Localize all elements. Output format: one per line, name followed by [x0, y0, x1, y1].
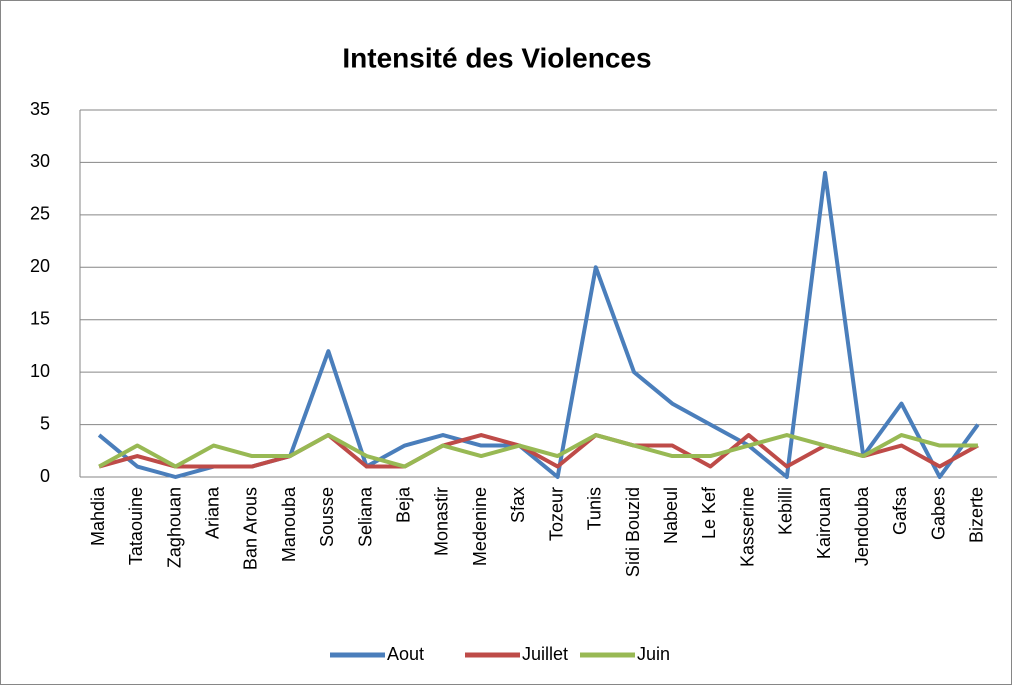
x-tick-label: Mahdia — [88, 486, 108, 546]
x-tick-label: Tataouine — [126, 487, 146, 565]
y-tick-label: 30 — [30, 151, 50, 171]
x-tick-label: Manouba — [279, 486, 299, 562]
x-tick-label: Kasserine — [737, 487, 757, 567]
x-tick-label: Sidi Bouzid — [623, 487, 643, 577]
x-tick-label: Bizerte — [967, 487, 987, 543]
legend-label: Aout — [387, 644, 424, 664]
legend-label: Juillet — [522, 644, 568, 664]
x-tick-label: Monastir — [432, 487, 452, 556]
y-tick-label: 25 — [30, 204, 50, 224]
x-tick-label: Gafsa — [890, 486, 910, 535]
x-tick-label: Seliana — [355, 486, 375, 547]
x-tick-label: Gabes — [928, 487, 948, 540]
y-tick-label: 10 — [30, 361, 50, 381]
x-tick-label: Kebilli — [776, 487, 796, 535]
x-tick-label: Tunis — [585, 487, 605, 530]
y-tick-label: 15 — [30, 308, 50, 328]
x-tick-label: Sousse — [317, 487, 337, 547]
y-tick-label: 20 — [30, 256, 50, 276]
chart-title: Intensité des Violences — [342, 42, 651, 73]
legend-label: Juin — [637, 644, 670, 664]
x-tick-label: Ban Arous — [241, 487, 261, 570]
x-tick-label: Jendouba — [852, 486, 872, 566]
x-tick-label: Sfax — [508, 487, 528, 523]
x-tick-label: Tozeur — [546, 487, 566, 541]
x-tick-label: Kairouan — [814, 487, 834, 559]
x-tick-label: Le Kef — [699, 486, 719, 539]
y-tick-label: 35 — [30, 99, 50, 119]
y-tick-label: 5 — [40, 413, 50, 433]
x-tick-label: Ariana — [202, 486, 222, 539]
x-tick-label: Beja — [394, 486, 414, 523]
x-tick-label: Zaghouan — [164, 487, 184, 568]
x-tick-label: Nabeul — [661, 487, 681, 544]
y-tick-label: 0 — [40, 466, 50, 486]
line-series — [98, 433, 978, 469]
x-tick-label: Medenine — [470, 487, 490, 566]
